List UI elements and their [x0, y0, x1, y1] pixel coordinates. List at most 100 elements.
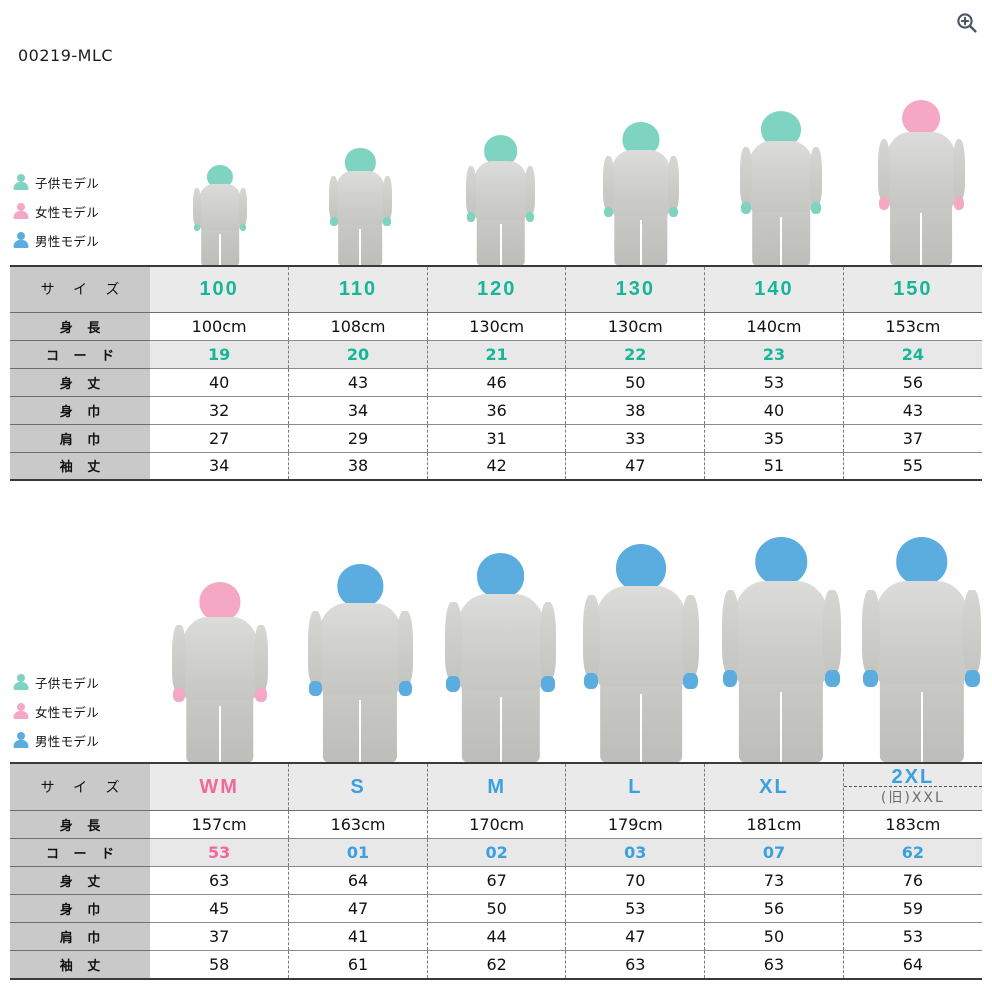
person-icon — [12, 702, 30, 720]
model-column — [852, 537, 992, 762]
legend-label: 男性モデル — [35, 234, 100, 249]
model-hand — [541, 676, 555, 693]
cell-sleeve-length: 63 — [565, 950, 706, 979]
model-hand — [446, 676, 460, 693]
model-sleeve — [740, 147, 753, 205]
cell-body-length: 40 — [150, 368, 290, 397]
person-icon — [12, 231, 30, 249]
cell-shoulder-width: 50 — [704, 922, 844, 951]
model-leg-gap — [499, 224, 502, 265]
model-sweatshirt — [749, 141, 814, 212]
model-column — [571, 543, 711, 762]
table-row: コ ー ド 53 01 02 03 07 62 — [10, 838, 982, 867]
cell-body-width: 50 — [427, 894, 567, 923]
model-figure-child — [740, 111, 823, 265]
zoom-in-icon[interactable] — [952, 8, 982, 38]
model-hand — [603, 206, 614, 218]
cell-body-length: 76 — [843, 866, 982, 895]
model-sweatshirt — [457, 593, 545, 690]
table-header-row: サ イ ズ 100 110 120 130 140 150 — [10, 266, 982, 313]
table-row: 身 丈 63 64 67 70 73 76 — [10, 866, 982, 895]
cell-code: 62 — [843, 838, 982, 867]
model-figure-female — [877, 99, 966, 265]
cell-height: 181cm — [704, 810, 844, 839]
model-figure-male — [583, 543, 699, 762]
model-sweatshirt — [611, 150, 671, 216]
table-row: 袖 丈 58 61 62 63 63 64 — [10, 950, 982, 979]
model-column — [711, 537, 851, 762]
model-head — [206, 164, 234, 189]
model-strip-kids — [150, 99, 992, 265]
cell-body-length: 73 — [704, 866, 844, 895]
kids-size-table: サ イ ズ 100 110 120 130 140 150 身 長 100cm 108cm 130c… — [10, 265, 982, 481]
legend-item: 女性モデル — [12, 701, 152, 721]
model-column — [431, 552, 571, 762]
row-label-size: サ イ ズ — [10, 266, 151, 313]
size-header-cell: L — [565, 763, 706, 811]
row-label-body-width: 身 巾 — [10, 894, 151, 923]
cell-height: 170cm — [427, 810, 567, 839]
size-header-cell: 120 — [427, 266, 567, 313]
model-leg-gap — [639, 693, 642, 762]
cell-body-width: 59 — [843, 894, 982, 923]
table-row: 身 巾 45 47 50 53 56 59 — [10, 894, 982, 923]
cell-code: 23 — [704, 340, 844, 369]
row-label-shoulder-width: 肩 巾 — [10, 424, 151, 453]
legend-item: 子供モデル — [12, 672, 152, 692]
model-figure-male — [445, 552, 556, 762]
table-row: コ ー ド 19 20 21 22 23 24 — [10, 340, 982, 369]
model-strip-adults — [150, 532, 992, 762]
model-sleeve — [328, 175, 339, 219]
size-header-cell: 130 — [565, 266, 706, 313]
size-label-new: 2XL — [843, 764, 982, 788]
legend-item: 男性モデル — [12, 230, 152, 250]
table-row: 身 巾 32 34 36 38 40 43 — [10, 396, 982, 425]
cell-sleeve-length: 47 — [565, 452, 706, 480]
model-sleeve — [667, 156, 679, 209]
model-sleeve — [539, 602, 556, 680]
model-sweatshirt — [473, 160, 528, 221]
size-label-old: (旧)XXL — [880, 790, 945, 806]
cell-body-width: 32 — [150, 396, 290, 425]
cell-code: 22 — [565, 340, 706, 369]
model-sleeve — [583, 595, 601, 676]
legend-kids: 子供モデル 女性モデル 男性モデル — [12, 172, 152, 259]
model-leg-gap — [499, 696, 502, 762]
legend-label: 子供モデル — [35, 176, 100, 191]
cell-code: 24 — [843, 340, 982, 369]
model-hand — [825, 669, 840, 687]
model-sweatshirt — [734, 580, 828, 685]
model-sleeve — [823, 590, 841, 673]
model-hand — [466, 211, 476, 222]
cell-body-width: 40 — [704, 396, 844, 425]
model-sleeve — [602, 156, 614, 209]
model-hand — [239, 223, 247, 232]
model-column — [150, 582, 290, 762]
row-label-code: コ ー ド — [10, 340, 151, 369]
cell-code: 07 — [704, 838, 844, 867]
cell-sleeve-length: 62 — [427, 950, 567, 979]
model-hand — [722, 669, 738, 687]
adult-size-table: サ イ ズ WM S M L XL 2XL (旧)XXL 身 長 157cm 163cm 170cm 1… — [10, 762, 982, 980]
person-icon — [12, 673, 30, 691]
row-label-sleeve-length: 袖 丈 — [10, 950, 151, 979]
model-sleeve — [192, 188, 201, 226]
model-hand — [525, 211, 535, 222]
legend-adults: 子供モデル 女性モデル 男性モデル — [12, 672, 152, 759]
model-hand — [329, 217, 338, 226]
cell-body-width: 47 — [288, 894, 428, 923]
model-leg-gap — [219, 705, 221, 762]
legend-item: 男性モデル — [12, 730, 152, 750]
cell-sleeve-length: 34 — [150, 452, 290, 480]
cell-body-width: 53 — [565, 894, 706, 923]
cell-shoulder-width: 29 — [288, 424, 428, 453]
model-hand — [683, 672, 698, 689]
model-sleeve — [397, 610, 413, 684]
model-figure-child — [192, 164, 248, 265]
cell-height: 157cm — [150, 810, 290, 839]
model-hand — [308, 680, 322, 696]
cell-code: 21 — [427, 340, 567, 369]
cell-body-length: 64 — [288, 866, 428, 895]
model-hand — [965, 669, 980, 687]
person-icon — [12, 731, 30, 749]
